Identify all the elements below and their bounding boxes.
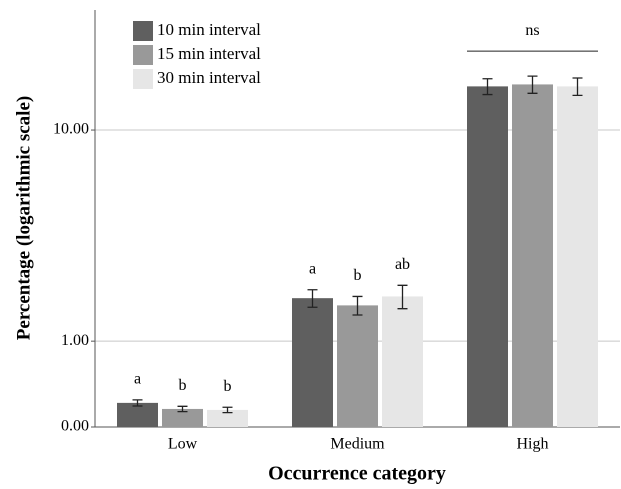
error-bar bbox=[527, 75, 538, 94]
legend-swatch bbox=[133, 69, 153, 89]
x-tick-label: Low bbox=[168, 436, 198, 453]
bar bbox=[292, 298, 333, 427]
legend-swatch bbox=[133, 21, 153, 41]
bar bbox=[117, 402, 158, 427]
error-bar bbox=[572, 77, 583, 97]
bar bbox=[467, 86, 508, 428]
error-bar bbox=[307, 289, 318, 308]
significance-label: b bbox=[179, 377, 187, 394]
error-bar bbox=[352, 295, 363, 316]
x-axis-title: Occurrence category bbox=[268, 463, 446, 485]
significance-label: a bbox=[309, 260, 316, 277]
x-tick-label: High bbox=[517, 436, 549, 453]
legend-label: 15 min interval bbox=[157, 44, 261, 63]
error-bar bbox=[177, 405, 188, 413]
error-bar bbox=[397, 284, 408, 310]
y-axis-title: Percentage (logarithmic scale) bbox=[13, 96, 34, 340]
error-bar bbox=[222, 406, 233, 414]
x-tick-label: Medium bbox=[330, 436, 385, 453]
significance-label: ns bbox=[525, 22, 539, 39]
y-tick-label: 1.00 bbox=[61, 332, 89, 349]
y-tick-label: 10.00 bbox=[53, 121, 89, 138]
legend-swatch bbox=[133, 45, 153, 65]
significance-label: ab bbox=[395, 256, 410, 273]
legend-label: 30 min interval bbox=[157, 68, 261, 87]
significance-label: b bbox=[224, 378, 232, 395]
bar bbox=[557, 86, 598, 428]
y-tick-label: 0.00 bbox=[61, 418, 89, 435]
bar bbox=[382, 296, 423, 427]
error-bar bbox=[132, 399, 143, 407]
bar bbox=[337, 305, 378, 427]
bar bbox=[162, 408, 203, 427]
error-bar bbox=[482, 78, 493, 96]
bar bbox=[512, 84, 553, 428]
significance-label: b bbox=[354, 267, 362, 284]
significance-label: a bbox=[134, 371, 141, 388]
bar bbox=[207, 409, 248, 427]
legend-label: 10 min interval bbox=[157, 20, 261, 39]
